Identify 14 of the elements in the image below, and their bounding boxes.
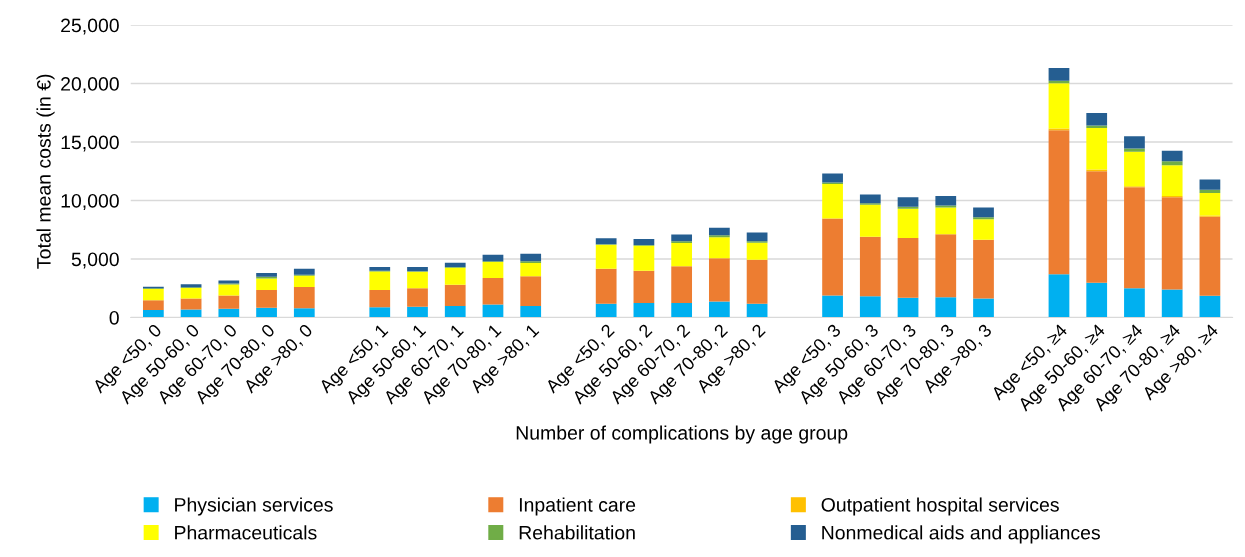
- y-axis-title: Total mean costs (in €): [36, 74, 55, 269]
- x-axis-title: Number of complications by age group: [516, 425, 848, 444]
- legend-label: Physician services: [175, 497, 333, 516]
- legend-label: Outpatient hospital services: [821, 497, 1059, 516]
- y-tick-label: 20,000: [61, 77, 119, 94]
- legend-label: Rehabilitation: [519, 525, 635, 540]
- y-tick-label: 15,000: [61, 135, 119, 152]
- y-tick-label: 25,000: [61, 18, 119, 35]
- legend-label: Pharmaceuticals: [175, 525, 317, 540]
- y-tick-label: 10,000: [61, 193, 119, 211]
- y-tick-label: 0: [109, 310, 119, 325]
- y-tick-label: 5,000: [71, 252, 119, 269]
- legend-label: Inpatient care: [519, 497, 636, 516]
- legend-label: Nonmedical aids and appliances: [822, 525, 1100, 544]
